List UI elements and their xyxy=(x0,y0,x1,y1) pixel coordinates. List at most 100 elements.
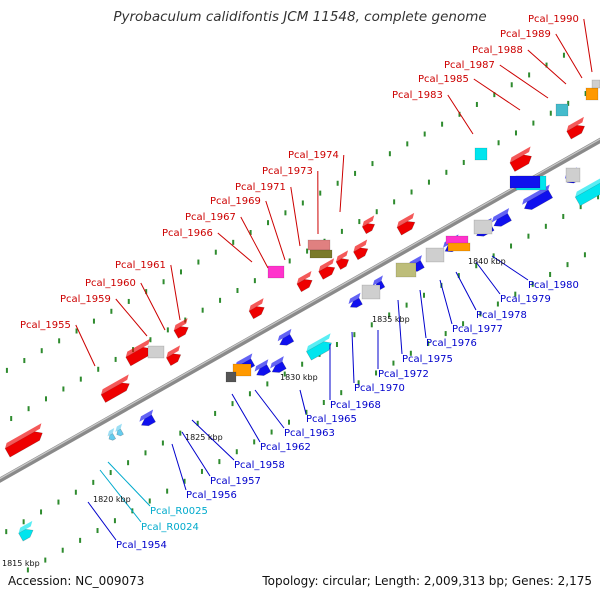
gene-label-pcal-1966[interactable]: Pcal_1966 xyxy=(162,228,213,239)
gene-label-pcal-1958[interactable]: Pcal_1958 xyxy=(234,460,285,471)
gene-label-pcal-1976[interactable]: Pcal_1976 xyxy=(426,338,477,349)
gene-label-pcal-1985[interactable]: Pcal_1985 xyxy=(418,74,469,85)
tick-mark xyxy=(62,386,65,392)
gene-label-pcal-1967[interactable]: Pcal_1967 xyxy=(185,212,236,223)
scale-labels: 1815 kbp 1820 kbp 1825 kbp 1830 kbp 1835 kbp… xyxy=(2,257,506,568)
gene-arrow[interactable] xyxy=(352,239,374,261)
gene-box[interactable] xyxy=(509,175,541,189)
gene-box[interactable] xyxy=(565,167,581,183)
gene-label-pcal-1963[interactable]: Pcal_1963 xyxy=(284,428,335,439)
tick-mark xyxy=(61,547,64,553)
gene-box[interactable] xyxy=(309,249,333,259)
gene-box[interactable] xyxy=(307,239,331,251)
tick-mark xyxy=(545,62,548,68)
gene-label-pcal-1974[interactable]: Pcal_1974 xyxy=(288,150,339,161)
gene-box[interactable] xyxy=(361,284,381,300)
gene-label-pcal-1970[interactable]: Pcal_1970 xyxy=(354,383,405,394)
gene-arrow[interactable] xyxy=(17,520,39,542)
gene-arrow[interactable] xyxy=(347,292,366,310)
gene-arrow[interactable] xyxy=(508,146,538,172)
gene-label-pcal-1975[interactable]: Pcal_1975 xyxy=(402,354,453,365)
gene-label-pcal-1979[interactable]: Pcal_1979 xyxy=(500,294,551,305)
gene-arrow[interactable] xyxy=(360,215,380,235)
tick-mark xyxy=(305,409,308,415)
gene-arrow[interactable] xyxy=(137,409,159,428)
tick-mark xyxy=(197,259,200,265)
gene-arrow[interactable] xyxy=(490,208,515,229)
gene-label-pcal-1969[interactable]: Pcal_1969 xyxy=(210,196,261,207)
gene-arrow[interactable] xyxy=(3,423,48,458)
callout-line xyxy=(170,264,181,321)
tick-mark xyxy=(214,249,217,255)
gene-label-pcal-1960[interactable]: Pcal_1960 xyxy=(85,278,136,289)
gene-arrow[interactable] xyxy=(317,258,341,280)
gene-box[interactable] xyxy=(147,345,165,359)
gene-box[interactable] xyxy=(591,79,600,89)
callout-line xyxy=(455,271,477,311)
callout-line xyxy=(231,393,261,443)
gene-arrow[interactable] xyxy=(253,359,275,378)
gene-box[interactable] xyxy=(225,371,237,383)
gene-arrow[interactable] xyxy=(334,250,354,270)
gene-label-pcal-r0024[interactable]: Pcal_R0024 xyxy=(141,522,199,533)
gene-label-pcal-1980[interactable]: Pcal_1980 xyxy=(528,280,579,291)
gene-label-pcal-1957[interactable]: Pcal_1957 xyxy=(210,476,261,487)
gene-arrow[interactable] xyxy=(164,345,186,366)
gene-label-pcal-1987[interactable]: Pcal_1987 xyxy=(444,60,495,71)
gene-label-pcal-1971[interactable]: Pcal_1971 xyxy=(235,182,286,193)
gene-label-pcal-1989[interactable]: Pcal_1989 xyxy=(500,29,551,40)
gene-box[interactable] xyxy=(585,87,599,101)
gene-label-pcal-1988[interactable]: Pcal_1988 xyxy=(472,45,523,56)
tick-mark xyxy=(284,210,287,216)
gene-arrow[interactable] xyxy=(268,356,290,375)
gene-label-pcal-1962[interactable]: Pcal_1962 xyxy=(260,442,311,453)
gene-box[interactable] xyxy=(473,219,493,235)
tick-mark xyxy=(23,358,26,364)
gene-label-pcal-1972[interactable]: Pcal_1972 xyxy=(378,369,429,380)
gene-label-pcal-1961[interactable]: Pcal_1961 xyxy=(115,260,166,271)
gene-arrow[interactable] xyxy=(304,333,337,361)
gene-arrow[interactable] xyxy=(395,212,421,236)
gene-box[interactable] xyxy=(447,242,471,252)
tick-mark xyxy=(218,459,221,465)
tick-mark xyxy=(288,258,291,264)
tick-mark xyxy=(301,200,304,206)
tick-mark xyxy=(475,101,478,107)
tick-mark xyxy=(249,230,252,236)
gene-arrow[interactable] xyxy=(172,318,194,339)
gene-label-pcal-1968[interactable]: Pcal_1968 xyxy=(330,400,381,411)
gene-label-pcal-1990[interactable]: Pcal_1990 xyxy=(528,14,579,25)
gene-label-pcal-1983[interactable]: Pcal_1983 xyxy=(392,90,443,101)
gene-label-pcal-1978[interactable]: Pcal_1978 xyxy=(476,310,527,321)
gene-label-pcal-1973[interactable]: Pcal_1973 xyxy=(262,166,313,177)
tick-mark xyxy=(496,301,499,307)
gene-label-pcal-1977[interactable]: Pcal_1977 xyxy=(452,324,503,335)
gene-arrow[interactable] xyxy=(565,116,591,140)
gene-arrow[interactable] xyxy=(295,271,318,293)
gene-label-pcal-1965[interactable]: Pcal_1965 xyxy=(306,414,357,425)
tick-mark xyxy=(528,72,531,78)
gene-label-pcal-r0025[interactable]: Pcal_R0025 xyxy=(150,506,208,517)
tick-mark xyxy=(201,307,204,313)
tick-mark xyxy=(562,52,565,58)
tick-mark xyxy=(74,489,77,495)
tick-mark xyxy=(423,131,426,137)
gene-arrow[interactable] xyxy=(247,298,270,320)
gene-box[interactable] xyxy=(425,247,445,263)
gene-box[interactable] xyxy=(232,363,252,377)
gene-arrow[interactable] xyxy=(106,428,120,442)
gene-box[interactable] xyxy=(474,147,488,161)
tick-mark xyxy=(27,406,30,412)
gene-arrow[interactable] xyxy=(99,374,135,403)
gene-box[interactable] xyxy=(395,262,417,278)
gene-arrow[interactable] xyxy=(113,423,127,438)
gene-label-pcal-1959[interactable]: Pcal_1959 xyxy=(60,294,111,305)
gene-box[interactable] xyxy=(267,265,285,279)
gene-box[interactable] xyxy=(555,103,569,117)
gene-label-pcal-1955[interactable]: Pcal_1955 xyxy=(20,320,71,331)
gene-arrow[interactable] xyxy=(276,328,298,348)
tick-mark xyxy=(114,356,117,362)
tick-mark xyxy=(388,312,391,318)
gene-label-pcal-1956[interactable]: Pcal_1956 xyxy=(186,490,237,501)
gene-label-pcal-1954[interactable]: Pcal_1954 xyxy=(116,540,167,551)
